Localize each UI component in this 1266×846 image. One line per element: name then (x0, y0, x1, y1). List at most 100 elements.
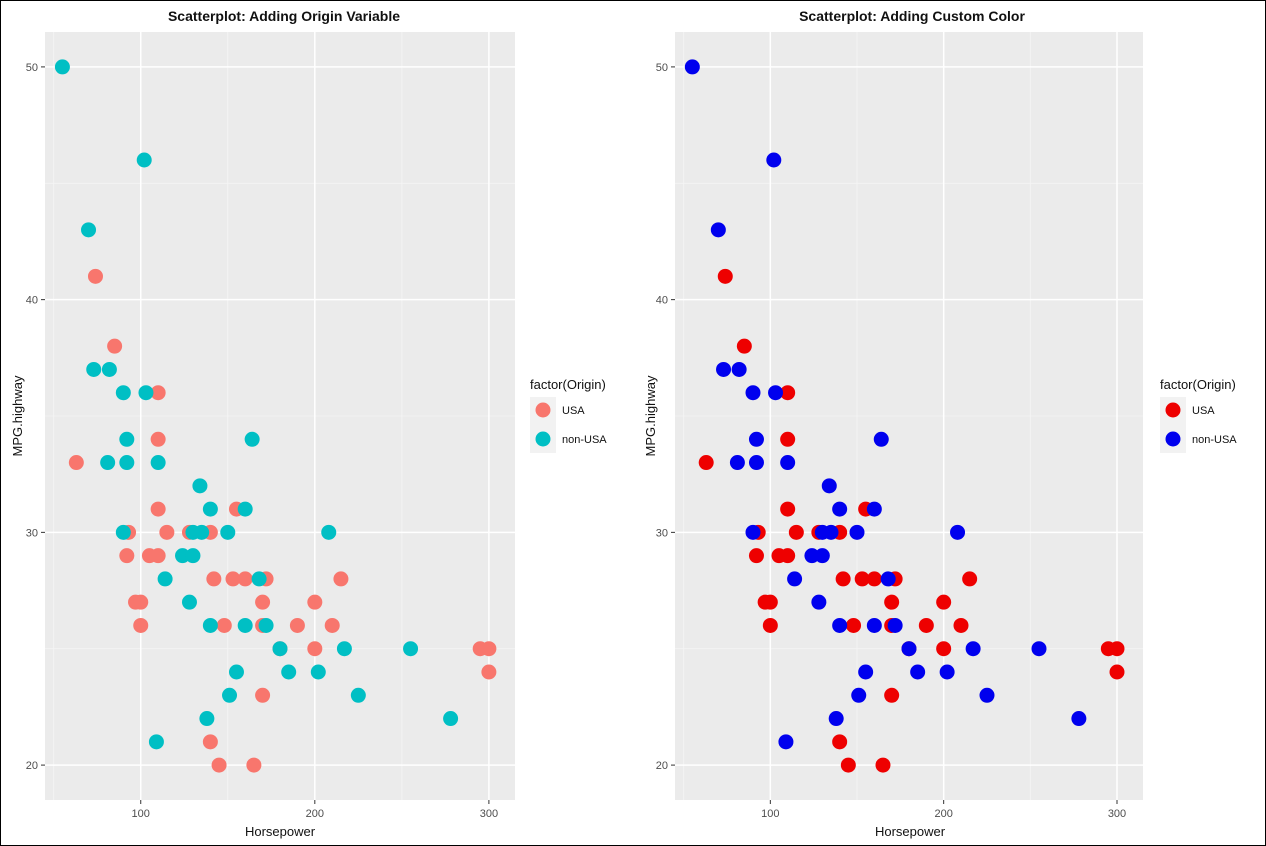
data-point (481, 641, 497, 657)
data-point (119, 548, 135, 564)
x-tick-label: 300 (1108, 808, 1126, 820)
legend-label-usa: USA (1192, 405, 1215, 417)
y-tick-label: 30 (656, 527, 668, 539)
data-point (133, 594, 149, 610)
data-point (255, 594, 271, 610)
data-point (854, 571, 870, 587)
chart-title: Scatterplot: Adding Origin Variable (168, 8, 400, 24)
data-point (150, 431, 166, 447)
data-point (237, 571, 253, 587)
data-point (835, 571, 851, 587)
data-point (832, 501, 848, 517)
data-point (778, 734, 794, 750)
data-point (228, 664, 244, 680)
data-point (222, 687, 238, 703)
data-point (745, 524, 761, 540)
data-point (443, 711, 459, 727)
data-point (194, 524, 210, 540)
data-point (788, 524, 804, 540)
data-point (910, 664, 926, 680)
data-point (766, 152, 782, 168)
data-point (780, 501, 796, 517)
data-point (107, 338, 123, 354)
data-point (185, 548, 201, 564)
data-point (237, 501, 253, 517)
data-point (281, 664, 297, 680)
x-tick-label: 200 (934, 808, 952, 820)
data-point (1071, 711, 1087, 727)
data-point (780, 455, 796, 471)
data-point (272, 641, 288, 657)
y-tick-label: 20 (656, 760, 668, 772)
data-point (768, 385, 784, 401)
data-point (86, 361, 102, 377)
data-point (821, 478, 837, 494)
data-point (939, 664, 955, 680)
data-point (246, 757, 262, 773)
data-point (115, 385, 131, 401)
tick-labels: 100 200 300 20 30 40 50 (26, 62, 498, 820)
y-tick-label: 20 (26, 760, 38, 772)
data-point (748, 548, 764, 564)
data-point (202, 734, 218, 750)
legend-label-non-usa: non-USA (1192, 434, 1237, 446)
data-point (220, 524, 236, 540)
data-point (157, 571, 173, 587)
x-axis-title: Horsepower (245, 824, 316, 839)
data-point (840, 757, 856, 773)
data-point (736, 338, 752, 354)
data-point (823, 524, 839, 540)
data-point (119, 455, 135, 471)
data-point (729, 455, 745, 471)
data-point (828, 711, 844, 727)
data-point (866, 571, 882, 587)
data-point (481, 664, 497, 680)
data-point (875, 757, 891, 773)
data-point (115, 524, 131, 540)
legend-key-non-usa (535, 431, 551, 447)
x-tick-label: 100 (132, 808, 150, 820)
legend-key-usa (1165, 402, 1181, 418)
data-point (965, 641, 981, 657)
data-point (136, 152, 152, 168)
data-point (748, 431, 764, 447)
data-point (880, 571, 896, 587)
y-tick-label: 30 (26, 527, 38, 539)
data-point (211, 757, 227, 773)
data-point (119, 431, 135, 447)
x-axis-title: Horsepower (875, 824, 946, 839)
data-point (324, 617, 340, 633)
data-point (979, 687, 995, 703)
data-point (745, 385, 761, 401)
data-point (403, 641, 419, 657)
data-point (81, 222, 97, 238)
legend-label-non-usa: non-USA (562, 434, 607, 446)
data-points (54, 59, 497, 773)
data-point (333, 571, 349, 587)
data-point (150, 548, 166, 564)
data-point (87, 268, 103, 284)
data-point (901, 641, 917, 657)
data-point (858, 664, 874, 680)
data-point (181, 594, 197, 610)
data-point (237, 617, 253, 633)
data-point (710, 222, 726, 238)
data-point (133, 617, 149, 633)
data-point (832, 617, 848, 633)
legend-label-usa: USA (562, 405, 585, 417)
data-point (1031, 641, 1047, 657)
y-axis-title: MPG.highway (10, 375, 25, 456)
y-tick-label: 40 (656, 295, 668, 307)
y-axis-title: MPG.highway (643, 375, 658, 456)
data-point (199, 711, 215, 727)
data-point (101, 361, 117, 377)
data-point (887, 617, 903, 633)
data-point (216, 617, 232, 633)
grid-minor (45, 32, 515, 800)
data-point (780, 385, 796, 401)
data-point (258, 617, 274, 633)
legend-key-non-usa (1165, 431, 1181, 447)
data-point (192, 478, 208, 494)
data-point (851, 687, 867, 703)
x-tick-label: 100 (761, 808, 779, 820)
